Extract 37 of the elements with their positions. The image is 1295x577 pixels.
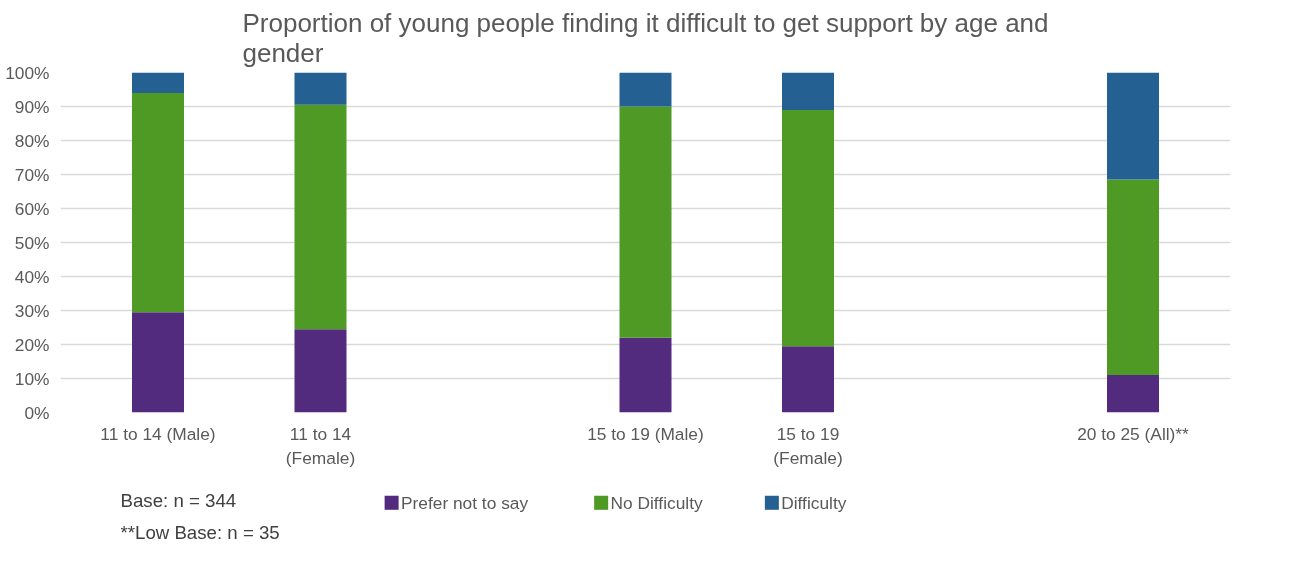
x-tick-label: 15 to 19 (Male): [587, 423, 704, 444]
bar: [619, 72, 672, 107]
bar: [782, 346, 834, 413]
x-tick-label: 15 to 19 (Female): [773, 423, 843, 468]
x-tick-label: 11 to 14 (Male): [100, 423, 216, 444]
y-tick-label: 90%: [14, 96, 50, 117]
bar: [294, 72, 347, 105]
y-tick-label: 30%: [14, 300, 50, 321]
bar: [132, 92, 184, 313]
bar: [782, 109, 834, 347]
y-tick-label: 60%: [14, 198, 50, 219]
y-tick-label: 50%: [14, 232, 50, 253]
bar: [1107, 179, 1159, 376]
y-tick-label: 40%: [14, 266, 50, 287]
bar: [132, 312, 184, 413]
bar: [619, 337, 672, 413]
bar: [782, 72, 834, 110]
y-tick-label: 80%: [14, 130, 50, 151]
x-tick-label: 20 to 25 (All)**: [1077, 423, 1190, 444]
bar: [294, 329, 347, 413]
y-tick-label: 70%: [14, 164, 50, 185]
x-tick-label: 11 to 14 (Female): [285, 423, 356, 468]
bar: [619, 106, 672, 338]
legend-label: No Difficulty: [610, 492, 703, 513]
bar: [294, 104, 347, 330]
text: **Low Base: n = 35: [120, 521, 280, 543]
legend-label: Prefer not to say: [400, 492, 529, 513]
y-tick-label: 100%: [5, 62, 50, 83]
bar: [1107, 72, 1159, 180]
y-tick-label: 10%: [14, 368, 50, 389]
legend-label: Difficulty: [781, 492, 847, 513]
bar: [132, 72, 184, 93]
y-tick-label: 20%: [14, 334, 50, 355]
text: Base: n = 344: [120, 489, 237, 511]
y-tick-label: 0%: [24, 402, 50, 423]
chart-title: Proportion of young people finding it difficult to get support by age and gender: [242, 7, 1049, 68]
bar: [1107, 375, 1159, 413]
